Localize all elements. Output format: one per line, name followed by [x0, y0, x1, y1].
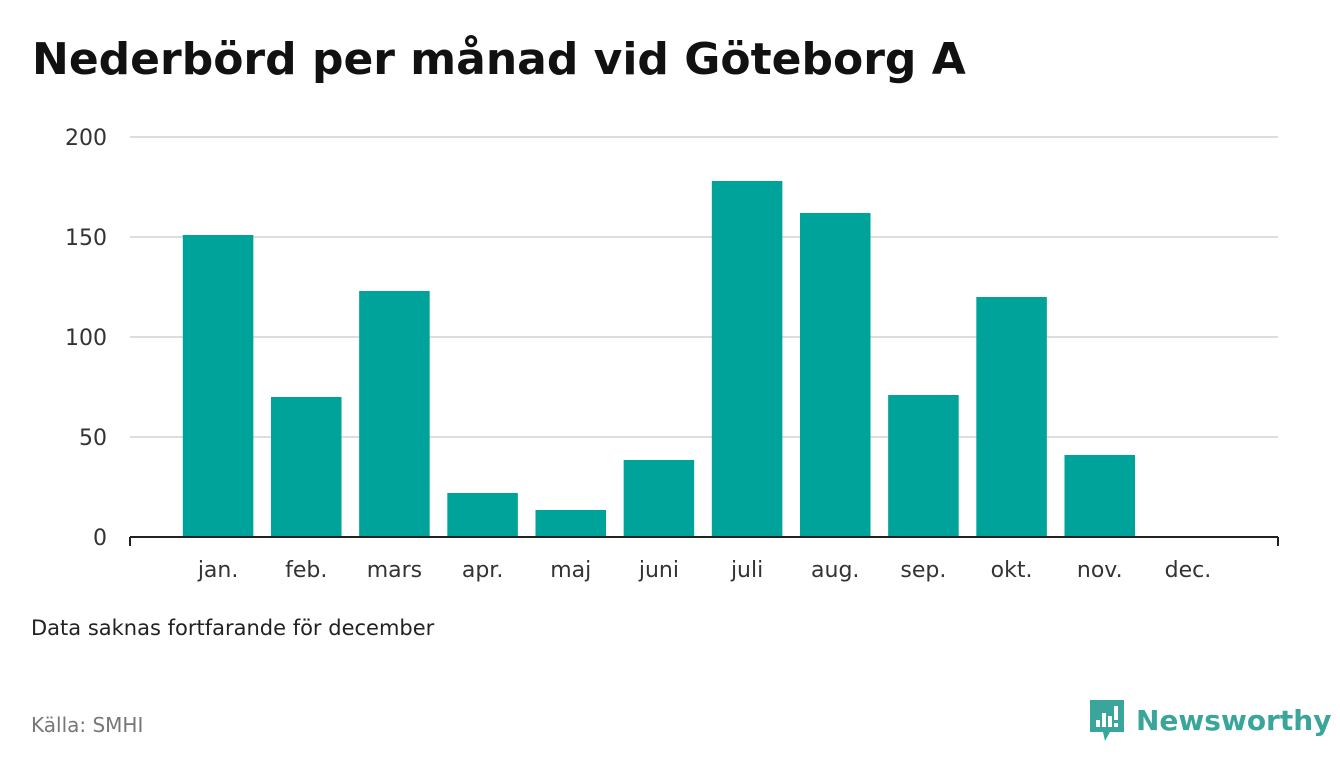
chart-title: Nederbörd per månad vid Göteborg A — [32, 34, 966, 85]
bar-maj — [535, 510, 607, 537]
x-tick-label: mars — [367, 558, 422, 583]
bar-apr — [447, 493, 518, 537]
bar-juli — [711, 181, 783, 537]
newsworthy-logo: Newsworthy — [1088, 698, 1331, 744]
bar-sep — [888, 395, 959, 537]
x-tick-label: okt. — [991, 558, 1033, 583]
x-tick-label: sep. — [900, 558, 946, 583]
bar-feb — [270, 397, 342, 537]
x-tick-label: juli — [730, 558, 763, 583]
x-tick-label: aug. — [811, 558, 859, 583]
y-tick-label: 100 — [65, 326, 107, 351]
bar-mars — [359, 291, 430, 537]
x-tick-label: maj — [550, 558, 591, 583]
y-tick-label: 150 — [65, 226, 107, 251]
x-tick-label: nov. — [1077, 558, 1123, 583]
bar-okt — [976, 297, 1047, 537]
source-label: Källa: SMHI — [31, 713, 144, 737]
bar-jan — [182, 235, 254, 537]
bar-juni — [623, 460, 695, 537]
x-tick-label: juni — [638, 558, 679, 583]
x-tick-label: feb. — [285, 558, 327, 583]
bar-chart: 0 50 100 150 200 jan. feb. mars apr. maj juni juli a… — [65, 126, 1279, 583]
newsworthy-logo-icon — [1090, 700, 1124, 741]
bar-nov — [1064, 455, 1136, 537]
y-tick-label: 50 — [79, 426, 107, 451]
y-tick-label: 0 — [93, 526, 107, 551]
brand-name: Newsworthy — [1136, 704, 1332, 737]
bar-aug — [799, 213, 871, 537]
x-tick-label: dec. — [1165, 558, 1212, 583]
missing-data-note: Data saknas fortfarande för december — [31, 616, 435, 640]
x-tick-label: jan. — [197, 558, 239, 583]
y-tick-label: 200 — [65, 126, 107, 151]
x-tick-label: apr. — [462, 558, 503, 583]
